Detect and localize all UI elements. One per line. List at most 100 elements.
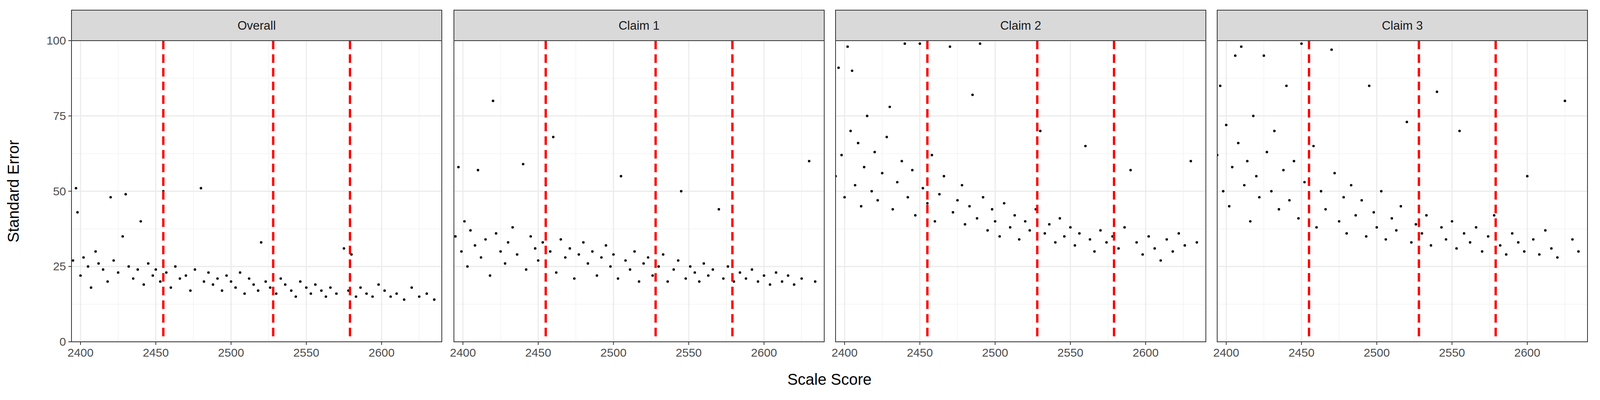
point: [1429, 244, 1433, 247]
point: [457, 166, 460, 169]
point: [800, 277, 803, 280]
point: [1153, 247, 1156, 250]
grid-y: [71, 190, 442, 192]
point: [1013, 214, 1016, 217]
point: [151, 274, 154, 277]
point: [314, 283, 317, 286]
x-tick-label: 2550: [1439, 346, 1466, 359]
point: [484, 238, 487, 241]
point: [1183, 244, 1186, 247]
y-axis-title: Standard Error: [4, 139, 22, 243]
point: [1242, 183, 1246, 187]
point: [1255, 175, 1258, 178]
point: [1537, 253, 1541, 256]
point: [275, 292, 278, 295]
point: [142, 283, 145, 286]
point: [1237, 141, 1240, 145]
reference-line: [544, 40, 547, 342]
x-tick: [688, 341, 690, 345]
point: [921, 187, 924, 190]
point: [234, 286, 237, 289]
point: [158, 280, 162, 283]
point: [1498, 244, 1502, 247]
point: [633, 250, 636, 253]
point: [756, 280, 759, 283]
reference-line: [1417, 40, 1420, 342]
point: [1171, 250, 1174, 253]
point: [981, 196, 984, 199]
point: [1023, 219, 1027, 223]
point: [1405, 120, 1408, 124]
point: [1394, 229, 1398, 232]
point: [1354, 214, 1357, 217]
point: [238, 271, 242, 274]
grid-y: [1217, 190, 1588, 192]
strip-label: Overall: [237, 18, 276, 33]
point: [320, 289, 323, 292]
point: [1330, 48, 1333, 51]
point: [469, 229, 472, 232]
x-tick: [1145, 341, 1147, 345]
point: [268, 286, 272, 289]
point: [507, 241, 510, 244]
strip-label: Claim 3: [1381, 18, 1423, 33]
point: [978, 42, 982, 45]
x-tick: [1069, 341, 1071, 345]
point: [1444, 238, 1448, 241]
x-tick-label: 2600: [1514, 346, 1541, 359]
point: [903, 42, 906, 45]
point: [1053, 241, 1057, 244]
point: [814, 280, 817, 283]
point: [1333, 171, 1336, 175]
x-tick-label: 2450: [525, 346, 552, 359]
point: [86, 265, 90, 268]
point: [1246, 159, 1249, 163]
point: [377, 283, 380, 286]
point: [1189, 159, 1192, 163]
point: [942, 175, 945, 178]
point: [1380, 189, 1383, 193]
point: [971, 93, 974, 97]
point: [548, 250, 552, 253]
grid-y: [453, 266, 825, 268]
point: [132, 277, 135, 280]
x-tick-label: 2500: [1363, 346, 1390, 359]
point: [494, 232, 498, 235]
point: [516, 253, 519, 256]
minor-grid-y: [1217, 228, 1588, 230]
reference-line: [271, 40, 275, 342]
point: [1048, 223, 1051, 226]
grid-y: [835, 115, 1206, 117]
point: [661, 253, 665, 256]
point: [1486, 235, 1490, 238]
point: [264, 280, 267, 283]
point: [309, 292, 313, 295]
x-tick-label: 2400: [831, 346, 858, 359]
panel: Claim 324002450250025502600: [1213, 10, 1588, 359]
strip: [453, 10, 825, 41]
point: [112, 259, 115, 262]
point: [1337, 219, 1341, 223]
point: [1297, 217, 1300, 220]
strip: [835, 10, 1206, 41]
panel-border: [453, 40, 825, 342]
grid-y: [453, 190, 825, 192]
point: [951, 210, 954, 214]
point: [525, 268, 528, 271]
point: [1571, 238, 1574, 241]
point: [305, 286, 308, 289]
point: [918, 42, 922, 45]
point: [960, 183, 964, 187]
y-tick: [68, 341, 72, 343]
point: [359, 286, 362, 289]
minor-grid-y: [71, 78, 442, 79]
point: [94, 250, 97, 253]
x-tick: [155, 341, 157, 345]
x-tick: [381, 341, 383, 345]
point: [859, 205, 863, 208]
point: [97, 262, 100, 265]
point: [124, 192, 127, 196]
point: [604, 244, 608, 247]
minor-grid-y: [1217, 78, 1588, 79]
point: [1288, 198, 1291, 202]
